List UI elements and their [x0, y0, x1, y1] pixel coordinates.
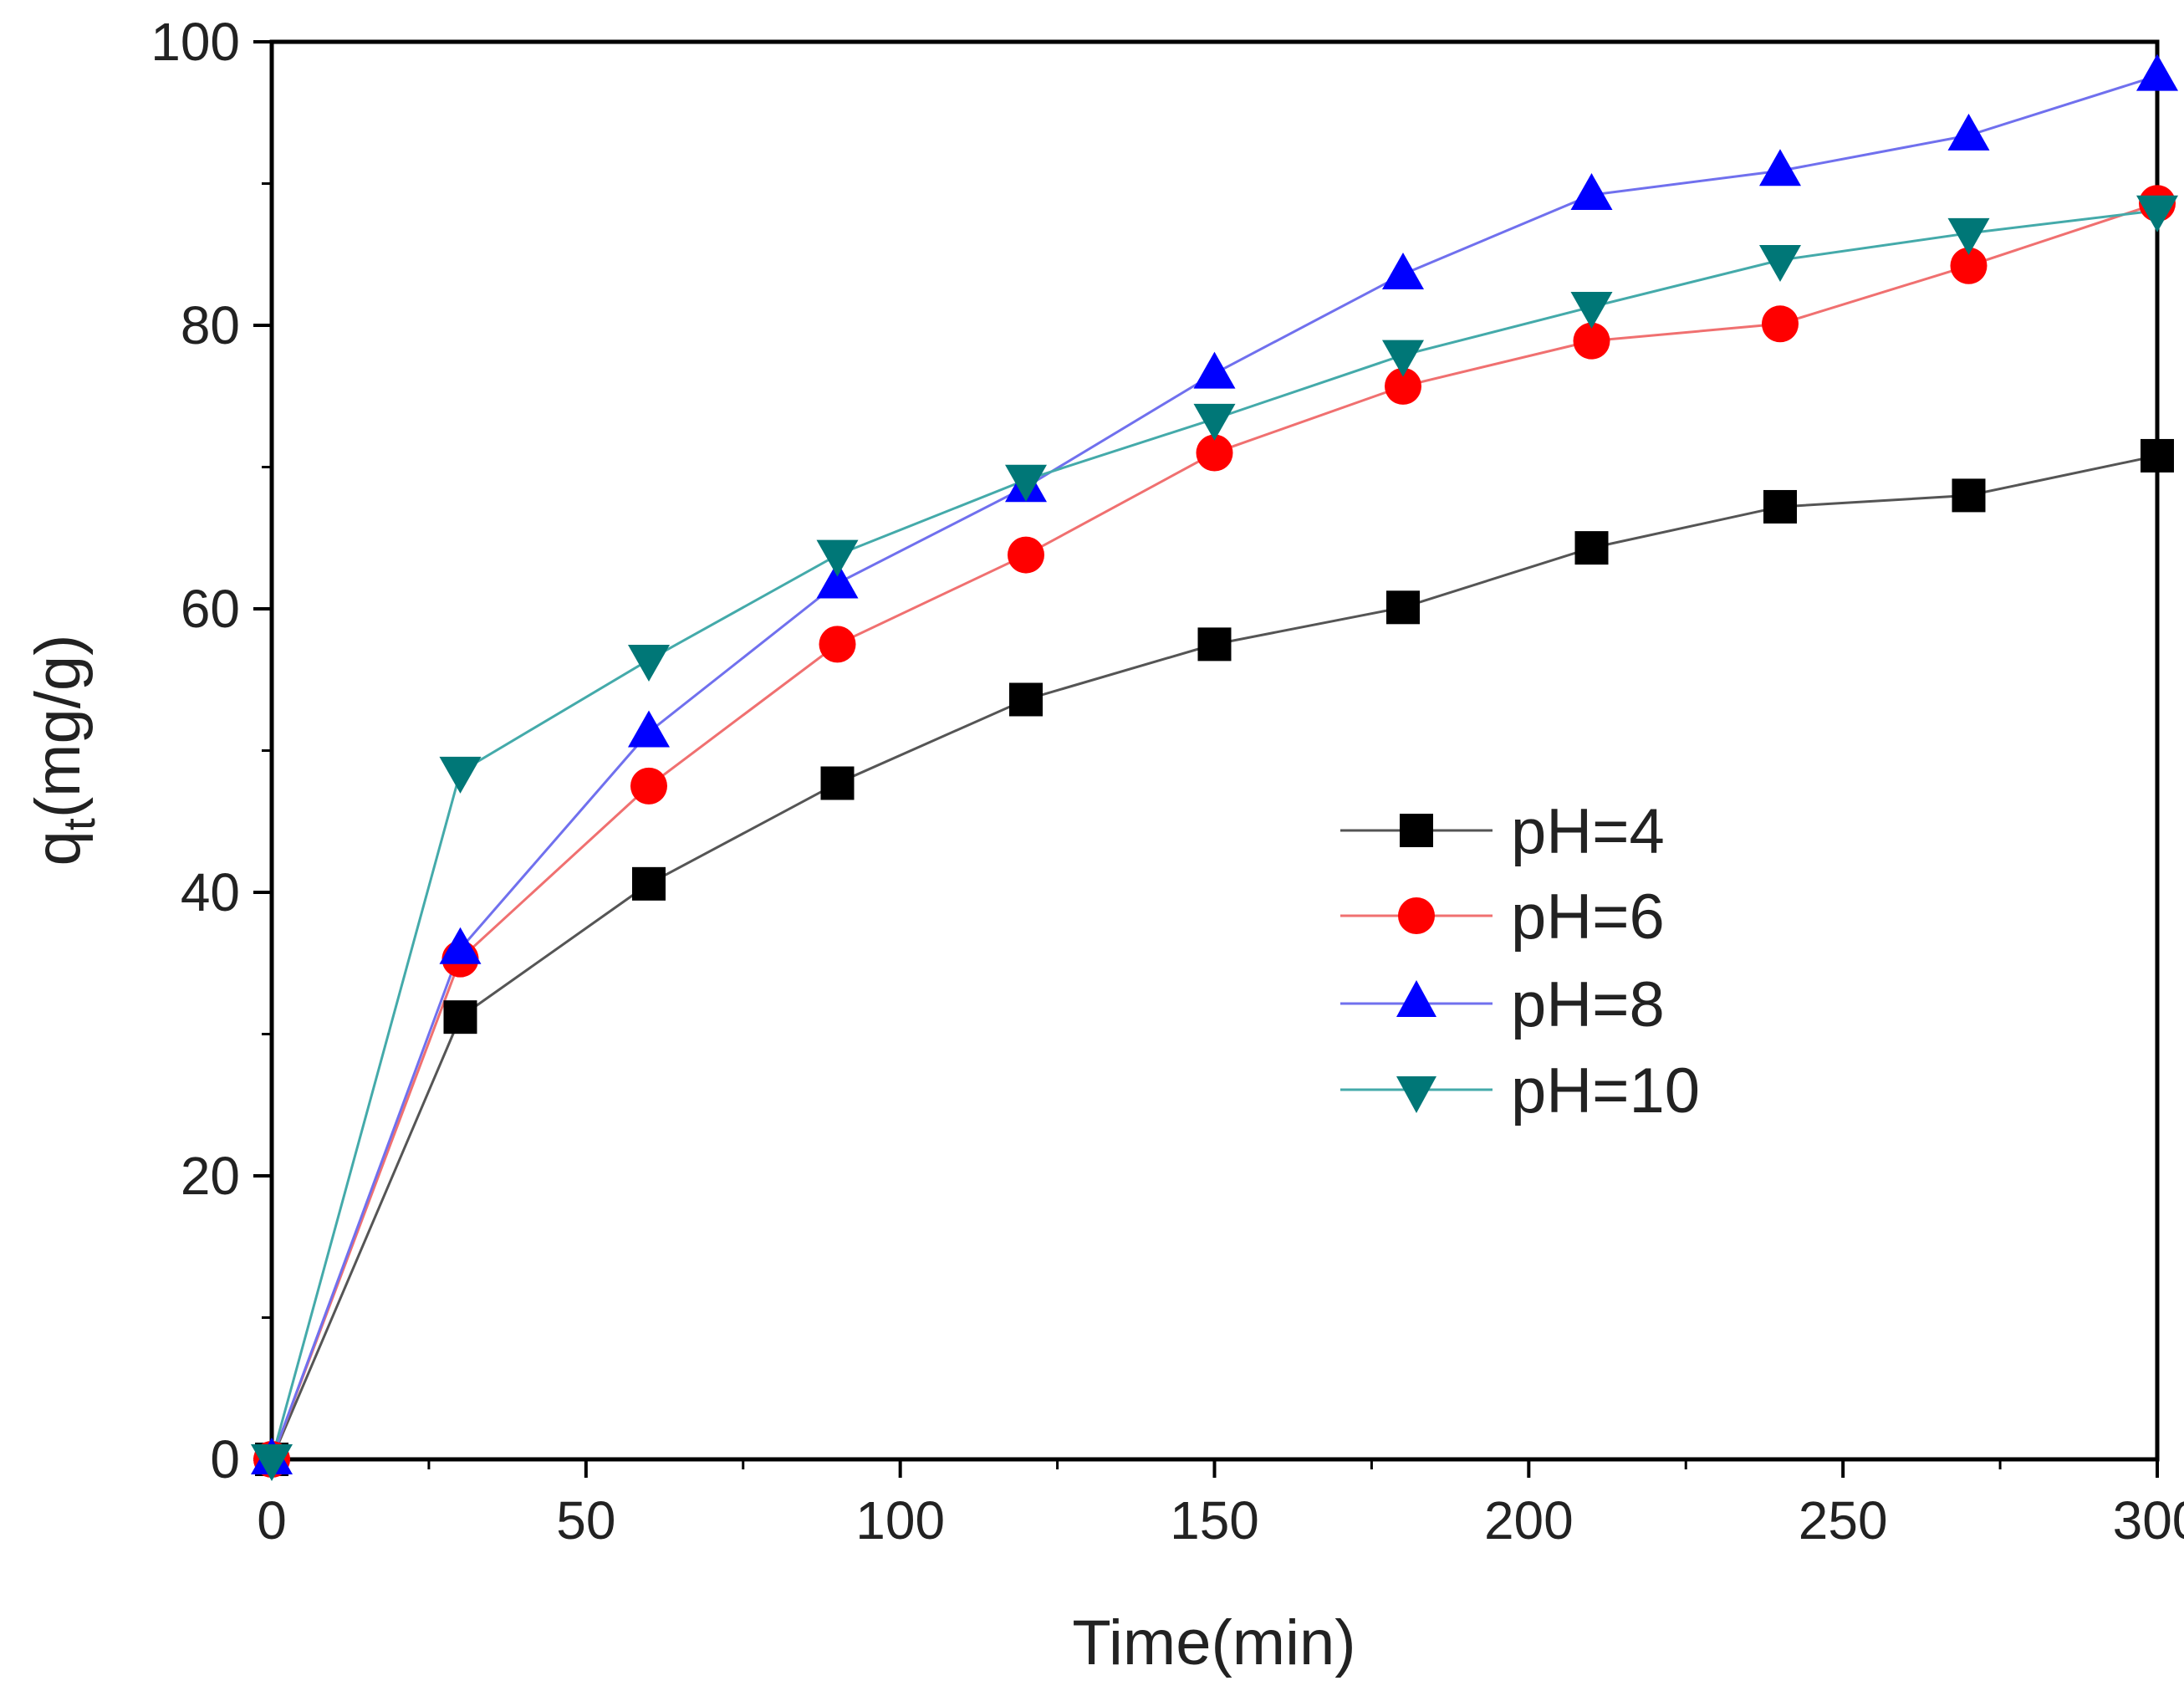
- data-point-triangle-down: [2136, 195, 2178, 232]
- legend-marker-triangle-down: [1396, 1076, 1436, 1113]
- y-axis-title: qt(mg/g): [23, 635, 105, 866]
- y-tick-label: 0: [210, 1429, 240, 1489]
- data-point-triangle-up: [1570, 173, 1613, 211]
- data-point-square: [2141, 438, 2174, 473]
- x-tick-label: 100: [855, 1490, 945, 1551]
- data-point-square: [1574, 531, 1609, 565]
- legend-label: pH=4: [1511, 796, 1665, 867]
- data-point-circle: [819, 626, 856, 663]
- data-point-circle: [1196, 434, 1233, 472]
- data-point-circle: [1762, 305, 1799, 343]
- series-line: [270, 209, 2158, 1460]
- data-point-circle: [630, 767, 667, 805]
- data-point-triangle-down: [439, 756, 482, 794]
- legend-label: pH=6: [1511, 881, 1665, 953]
- x-tick-label: 300: [2113, 1490, 2184, 1551]
- legend: pH=4 pH=6 pH=8 pH=10: [1340, 796, 1700, 1126]
- data-point-triangle-down: [1382, 340, 1424, 377]
- data-point-circle: [1573, 322, 1610, 360]
- plot-area: [269, 39, 2160, 1462]
- y-axis-title-unit: (mg/g): [23, 635, 94, 819]
- data-point-triangle-down: [1570, 291, 1613, 329]
- data-point-triangle-down: [1947, 217, 1990, 255]
- legend-item: pH=10: [1340, 1055, 1700, 1126]
- x-tick-label: 50: [556, 1490, 615, 1551]
- x-axis-title: Time(min): [1072, 1607, 1355, 1678]
- data-point-triangle-up: [1947, 113, 1990, 151]
- data-point-square: [1952, 478, 1986, 513]
- data-point-triangle-down: [816, 539, 859, 577]
- y-axis-title-base: q: [23, 830, 94, 866]
- data-point-circle: [1008, 536, 1044, 574]
- legend-label: pH=8: [1511, 969, 1665, 1040]
- legend-marker-square: [1400, 814, 1433, 847]
- data-point-triangle-up: [816, 561, 859, 599]
- legend-item: pH=6: [1340, 881, 1665, 953]
- data-point-square: [1009, 682, 1043, 717]
- legend-marker-triangle-up: [1396, 980, 1436, 1017]
- axes: 0 50 100 150 200 250 300 0 20 40 60 80 100: [151, 12, 2184, 1551]
- data-point-square: [443, 1000, 477, 1035]
- legend-item: pH=4: [1340, 796, 1665, 867]
- legend-label: pH=10: [1511, 1055, 1700, 1126]
- series-line: [270, 202, 2158, 1460]
- series-markers: [251, 54, 2178, 1481]
- data-point-square: [1763, 489, 1797, 524]
- data-point-circle: [1385, 367, 1421, 405]
- data-point-triangle-up: [1193, 351, 1236, 389]
- data-point-square: [1197, 627, 1232, 662]
- y-axis-title-subscript: t: [54, 818, 105, 830]
- series-line: [270, 74, 2158, 1460]
- x-tick-label: 150: [1170, 1490, 1259, 1551]
- data-point-circle: [1950, 247, 1988, 284]
- data-point-triangle-up: [2136, 54, 2178, 91]
- data-point-triangle-down: [1759, 245, 1801, 283]
- y-tick-label: 20: [181, 1146, 240, 1206]
- y-tick-label: 80: [181, 295, 240, 355]
- data-point-triangle-up: [439, 927, 482, 964]
- x-tick-label: 0: [257, 1490, 287, 1551]
- series-lines: [270, 74, 2158, 1460]
- data-point-triangle-down: [1005, 464, 1047, 502]
- data-point-triangle-down: [1193, 403, 1236, 441]
- data-point-triangle-up: [628, 710, 670, 748]
- series-line: [270, 454, 2158, 1460]
- legend-item: pH=8: [1340, 969, 1665, 1040]
- data-point-triangle-down: [251, 1444, 293, 1481]
- data-point-triangle-up: [1759, 149, 1801, 186]
- y-tick-label: 60: [181, 579, 240, 639]
- data-point-square: [632, 866, 666, 901]
- legend-marker-circle: [1398, 897, 1435, 934]
- data-point-square: [820, 766, 855, 800]
- data-point-triangle-up: [1382, 252, 1424, 289]
- data-point-square: [1386, 590, 1420, 625]
- x-tick-label: 250: [1799, 1490, 1888, 1551]
- y-tick-label: 40: [181, 862, 240, 922]
- data-point-triangle-down: [628, 645, 670, 682]
- y-tick-label: 100: [151, 12, 240, 72]
- x-tick-label: 200: [1484, 1490, 1574, 1551]
